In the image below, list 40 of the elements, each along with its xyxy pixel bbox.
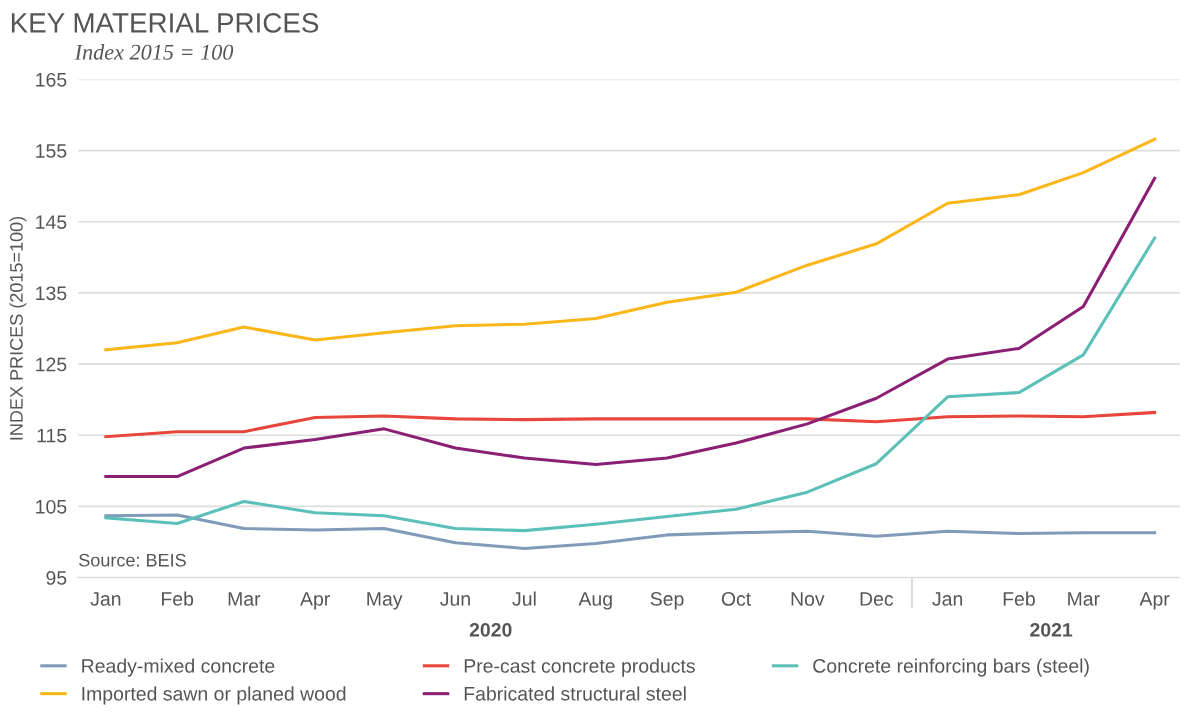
y-tick-label: 115 — [37, 428, 67, 443]
line-series — [104, 513, 1157, 550]
x-tick-label: Apr — [1139, 592, 1170, 610]
x-tick-label: Aug — [578, 592, 612, 610]
x-tick-label: Feb — [1003, 591, 1035, 606]
line-series — [104, 137, 1157, 352]
legend-label: Ready-mixed concrete — [82, 658, 275, 677]
text: 2020 — [469, 622, 512, 637]
line-series — [104, 176, 1157, 479]
line-series — [104, 410, 1157, 439]
x-tick-label: May — [367, 592, 403, 610]
chart-subtitle: Index 2015 = 100 — [74, 44, 234, 60]
legend-label: Pre-cast concrete products — [464, 658, 695, 677]
x-tick-label: Mar — [228, 592, 261, 606]
annotation: Source: BEIS — [79, 553, 186, 567]
y-tick-label: 135 — [36, 286, 67, 301]
x-tick-label: Mar — [1068, 592, 1100, 606]
x-tick-label: Sep — [650, 592, 684, 610]
y-tick-label: 95 — [46, 571, 67, 585]
x-tick-label: Jan — [932, 592, 963, 606]
y-tick-label: 125 — [36, 357, 67, 372]
x-tick-label: Jul — [512, 591, 536, 606]
x-tick-label: Nov — [791, 592, 825, 606]
y-tick-label: 105 — [36, 499, 67, 514]
y-axis-title: INDEX PRICES (2015=100) — [9, 216, 27, 440]
text: 2021 — [1030, 622, 1073, 637]
x-tick-label: Apr — [300, 592, 330, 610]
y-tick-label: 165 — [36, 72, 67, 87]
y-tick-label: 155 — [36, 144, 67, 158]
legend-label: Concrete reinforcing bars (steel) — [813, 658, 1089, 677]
legend-label: Fabricated structural steel — [464, 686, 686, 701]
line-series — [104, 236, 1157, 533]
x-tick-label: Oct — [721, 592, 752, 606]
chart-title: KEY MATERIAL PRICES — [11, 13, 319, 33]
x-tick-label: Jan — [90, 592, 121, 606]
x-tick-label: Jun — [440, 592, 470, 606]
x-tick-label: Feb — [162, 591, 194, 606]
y-tick-label: 145 — [36, 215, 67, 229]
x-tick-label: Dec — [860, 592, 894, 606]
legend-label: Imported sawn or planed wood — [82, 686, 346, 705]
